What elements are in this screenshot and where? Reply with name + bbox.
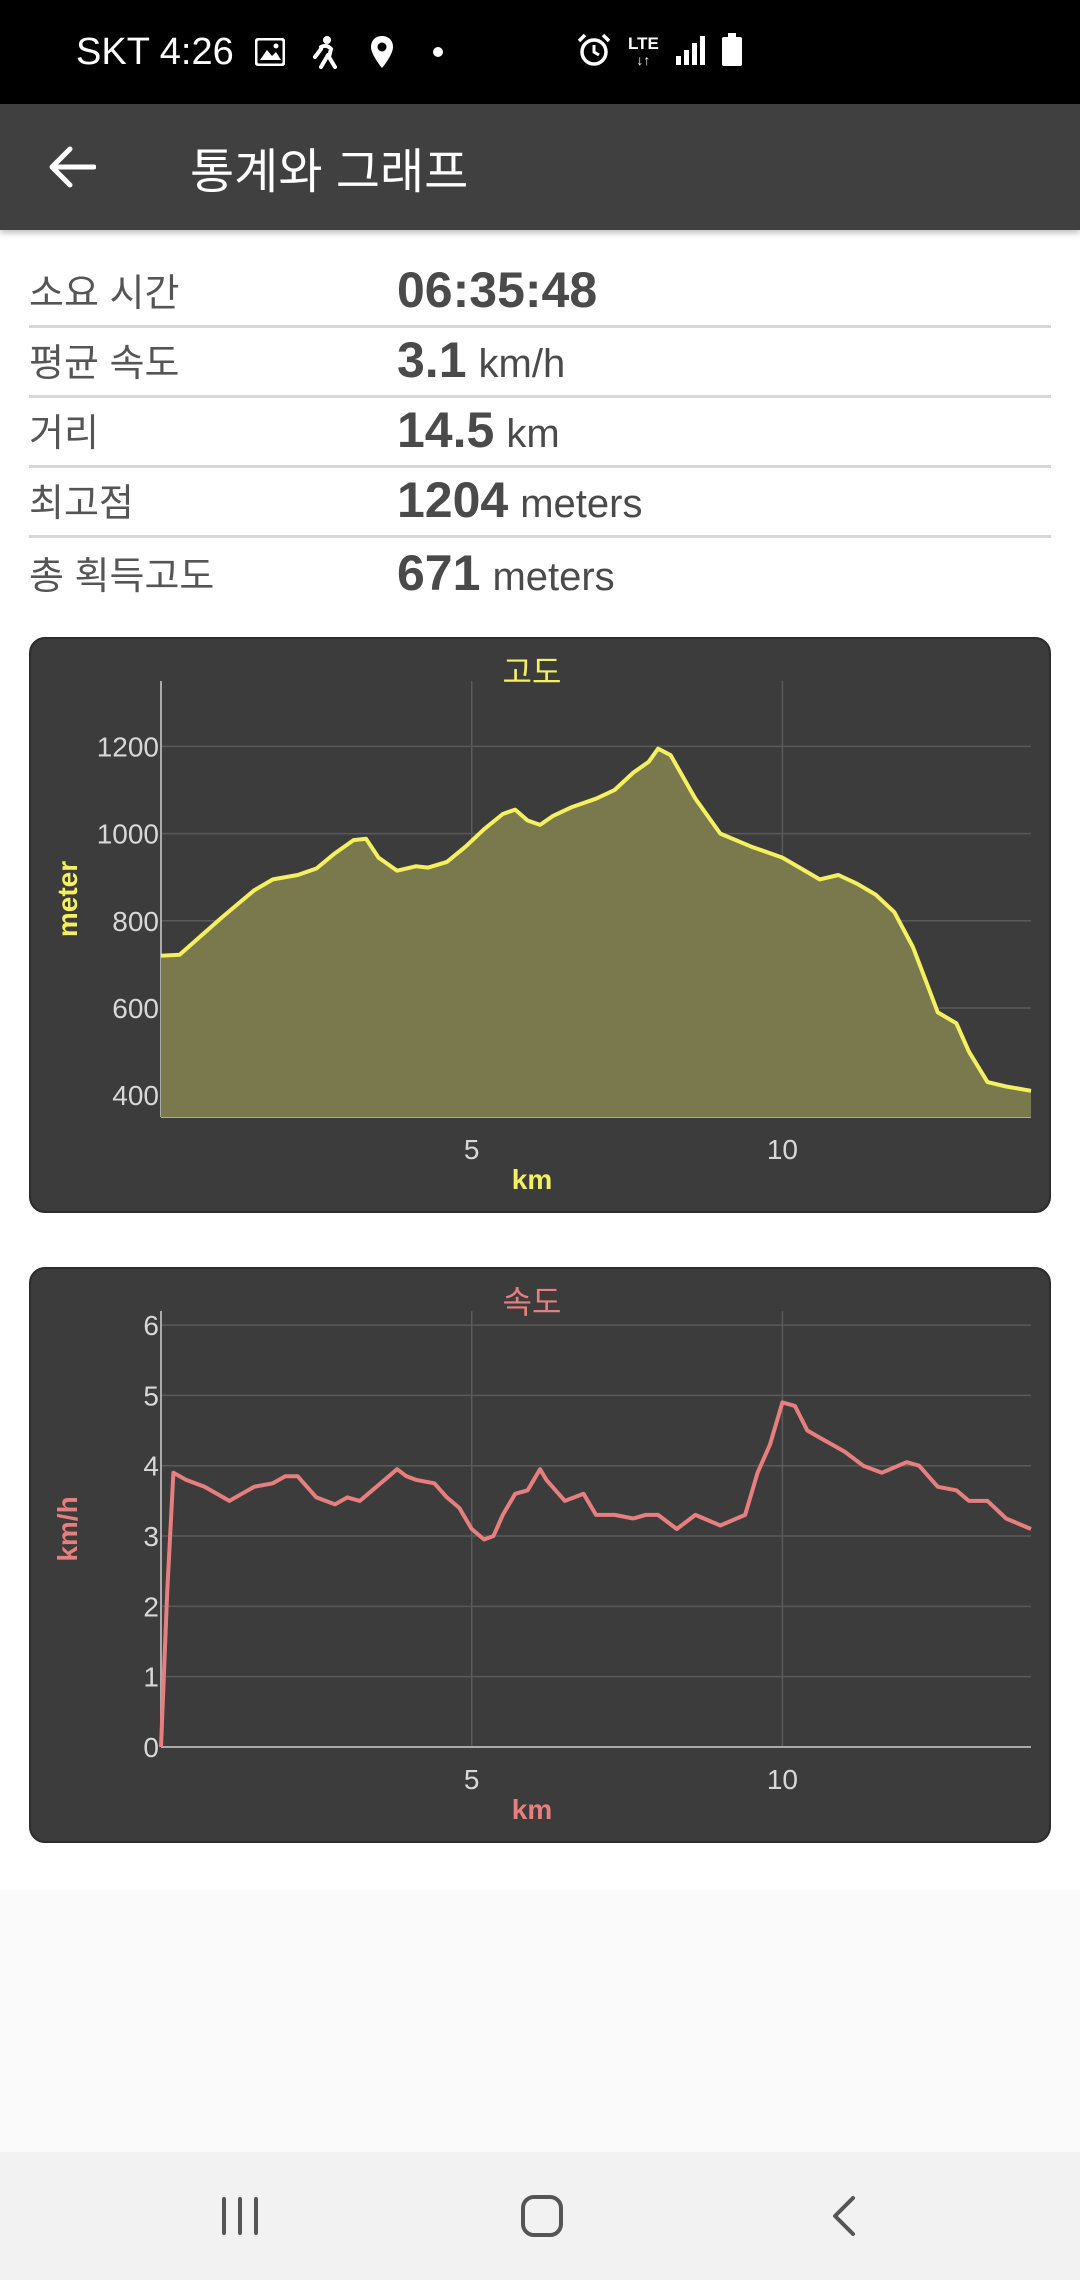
- series-line: [159, 1400, 1032, 1748]
- y-axis-label: km/h: [52, 1496, 83, 1561]
- stat-row-highest-point: 최고점 1204 meters: [29, 468, 1051, 538]
- home-icon: [521, 2195, 563, 2237]
- stat-number: 06:35:48: [397, 262, 598, 318]
- location-icon: [362, 32, 402, 72]
- signal-icon: [675, 34, 705, 71]
- stat-value: 14.5 km: [397, 401, 560, 459]
- stat-label: 거리: [29, 413, 99, 455]
- y-tick-label: 0: [143, 1732, 159, 1763]
- y-axis-label: meter: [52, 861, 83, 937]
- stat-row-total-ascent: 총 획득고도 671 meters: [29, 538, 1051, 608]
- y-tick-label: 1000: [97, 819, 159, 850]
- stat-value: 1204 meters: [397, 471, 642, 529]
- stat-number: 1204: [397, 472, 509, 528]
- gallery-icon: [250, 32, 290, 72]
- x-tick-label: 10: [767, 1764, 798, 1795]
- stat-value: 671 meters: [397, 544, 615, 602]
- altitude-chart[interactable]: 400 600 800 1000 1200 5 10 고도 km meter: [31, 639, 1053, 1215]
- stat-value: 06:35:48: [397, 261, 609, 319]
- hiker-icon: [306, 32, 346, 72]
- chevron-left-icon: [833, 2196, 855, 2236]
- system-back-button[interactable]: [796, 2176, 892, 2256]
- stat-unit: km: [506, 412, 560, 456]
- stat-number: 671: [397, 545, 481, 601]
- x-tick-label: 5: [464, 1134, 480, 1165]
- y-tick-label: 600: [112, 993, 159, 1024]
- y-tick-label: 6: [143, 1310, 159, 1341]
- y-tick-label: 1: [143, 1662, 159, 1693]
- status-bar: SKT 4:26 LTE ↓↑: [0, 0, 1080, 104]
- y-tick-label: 3: [143, 1521, 159, 1552]
- lte-label: LTE: [628, 34, 659, 53]
- stat-number: 14.5: [397, 402, 495, 458]
- recent-apps-icon: [222, 2197, 258, 2235]
- more-notifications-icon: [418, 32, 458, 72]
- back-button[interactable]: [36, 135, 108, 199]
- x-axis-label: km: [512, 1794, 552, 1825]
- stat-row-average-speed: 평균 속도 3.1 km/h: [29, 328, 1051, 398]
- alarm-icon: [576, 32, 612, 73]
- stat-number: 3.1: [397, 332, 467, 388]
- stat-label: 총 획득고도: [29, 556, 215, 598]
- chart-title: 고도: [503, 653, 562, 691]
- stats-table: 소요 시간 06:35:48 평균 속도 3.1 km/h 거리 14.5 km 최…: [29, 258, 1051, 608]
- stat-unit: meters: [492, 555, 615, 599]
- series-line: [160, 746, 1032, 1093]
- lte-icon: LTE ↓↑: [628, 34, 659, 68]
- speed-chart-card: 0 1 2 3 4 5 6 5 10 속도 km km/h: [29, 1267, 1051, 1843]
- stat-label: 평균 속도: [29, 343, 180, 385]
- x-tick-label: 5: [464, 1764, 480, 1795]
- stat-row-duration: 소요 시간 06:35:48: [29, 258, 1051, 328]
- app-bar: 통계와 그래프: [0, 104, 1080, 230]
- y-tick-label: 2: [143, 1591, 159, 1622]
- altitude-chart-card: 400 600 800 1000 1200 5 10 고도 km meter: [29, 637, 1051, 1213]
- speed-chart[interactable]: 0 1 2 3 4 5 6 5 10 속도 km km/h: [31, 1269, 1053, 1845]
- stat-label: 소요 시간: [29, 273, 180, 315]
- status-left: SKT 4:26: [76, 0, 458, 104]
- page-title: 통계와 그래프: [190, 146, 469, 199]
- y-tick-label: 5: [143, 1380, 159, 1411]
- y-tick-label: 1200: [97, 731, 159, 762]
- stat-label: 최고점: [29, 483, 134, 525]
- series-area: [161, 748, 1031, 1117]
- arrow-left-icon: [49, 146, 96, 188]
- y-tick-label: 4: [143, 1451, 159, 1482]
- stat-unit: meters: [520, 482, 643, 526]
- carrier-time: SKT 4:26: [76, 30, 234, 73]
- stat-value: 3.1 km/h: [397, 331, 565, 389]
- y-tick-label: 800: [112, 906, 159, 937]
- y-tick-label: 400: [112, 1080, 159, 1111]
- home-button[interactable]: [494, 2176, 590, 2256]
- navigation-bar: [0, 2152, 1080, 2280]
- x-axis-label: km: [512, 1164, 552, 1195]
- chart-title: 속도: [503, 1283, 562, 1321]
- x-tick-label: 10: [767, 1134, 798, 1165]
- status-right: LTE ↓↑: [576, 0, 743, 104]
- stat-row-distance: 거리 14.5 km: [29, 398, 1051, 468]
- stat-unit: km/h: [478, 342, 566, 386]
- empty-area: [0, 1890, 1080, 2152]
- recent-apps-button[interactable]: [192, 2176, 288, 2256]
- battery-icon: [721, 32, 743, 72]
